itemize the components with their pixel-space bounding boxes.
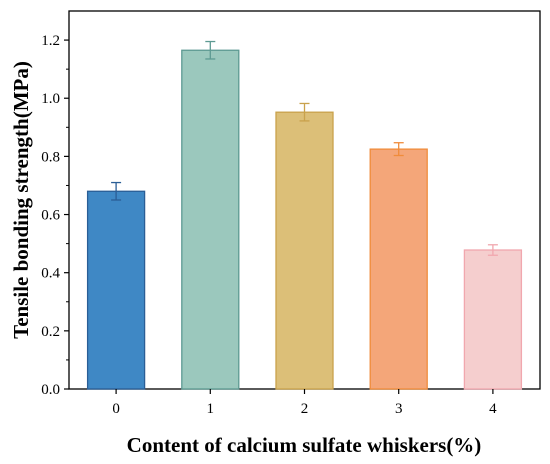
y-tick-label-0.0: 0.0: [41, 382, 60, 398]
y-axis-title: Tensile bonding strength(MPa): [9, 61, 33, 339]
x-axis-ticks: 0 1 2 3 4: [112, 389, 497, 417]
bars-group: [86, 40, 523, 390]
y-axis-ticks: 0.0 0.2 0.4 0.6 0.8 1.0 1.2: [41, 33, 69, 398]
plot-area: 0.0 0.2 0.4 0.6 0.8 1.0 1.2 0 1 2 3 4: [41, 10, 541, 417]
x-axis-title: Content of calcium sulfate whiskers(%): [127, 433, 482, 457]
x-tick-label-3: 3: [395, 401, 403, 417]
x-tick-label-1: 1: [207, 401, 215, 417]
y-tick-label-0.4: 0.4: [41, 266, 60, 282]
x-tick-label-0: 0: [112, 401, 120, 417]
x-tick-label-4: 4: [489, 401, 497, 417]
bar-1: [181, 49, 240, 390]
bar-0: [86, 190, 146, 390]
y-tick-label-1.0: 1.0: [41, 91, 60, 107]
bar-3: [369, 148, 428, 390]
y-tick-label-0.8: 0.8: [41, 149, 60, 165]
x-tick-label-2: 2: [301, 401, 309, 417]
y-tick-label-1.2: 1.2: [41, 33, 60, 49]
bar-4: [463, 249, 523, 390]
y-tick-label-0.6: 0.6: [41, 208, 60, 224]
bar-2: [275, 111, 334, 390]
y-tick-label-0.2: 0.2: [41, 324, 60, 340]
